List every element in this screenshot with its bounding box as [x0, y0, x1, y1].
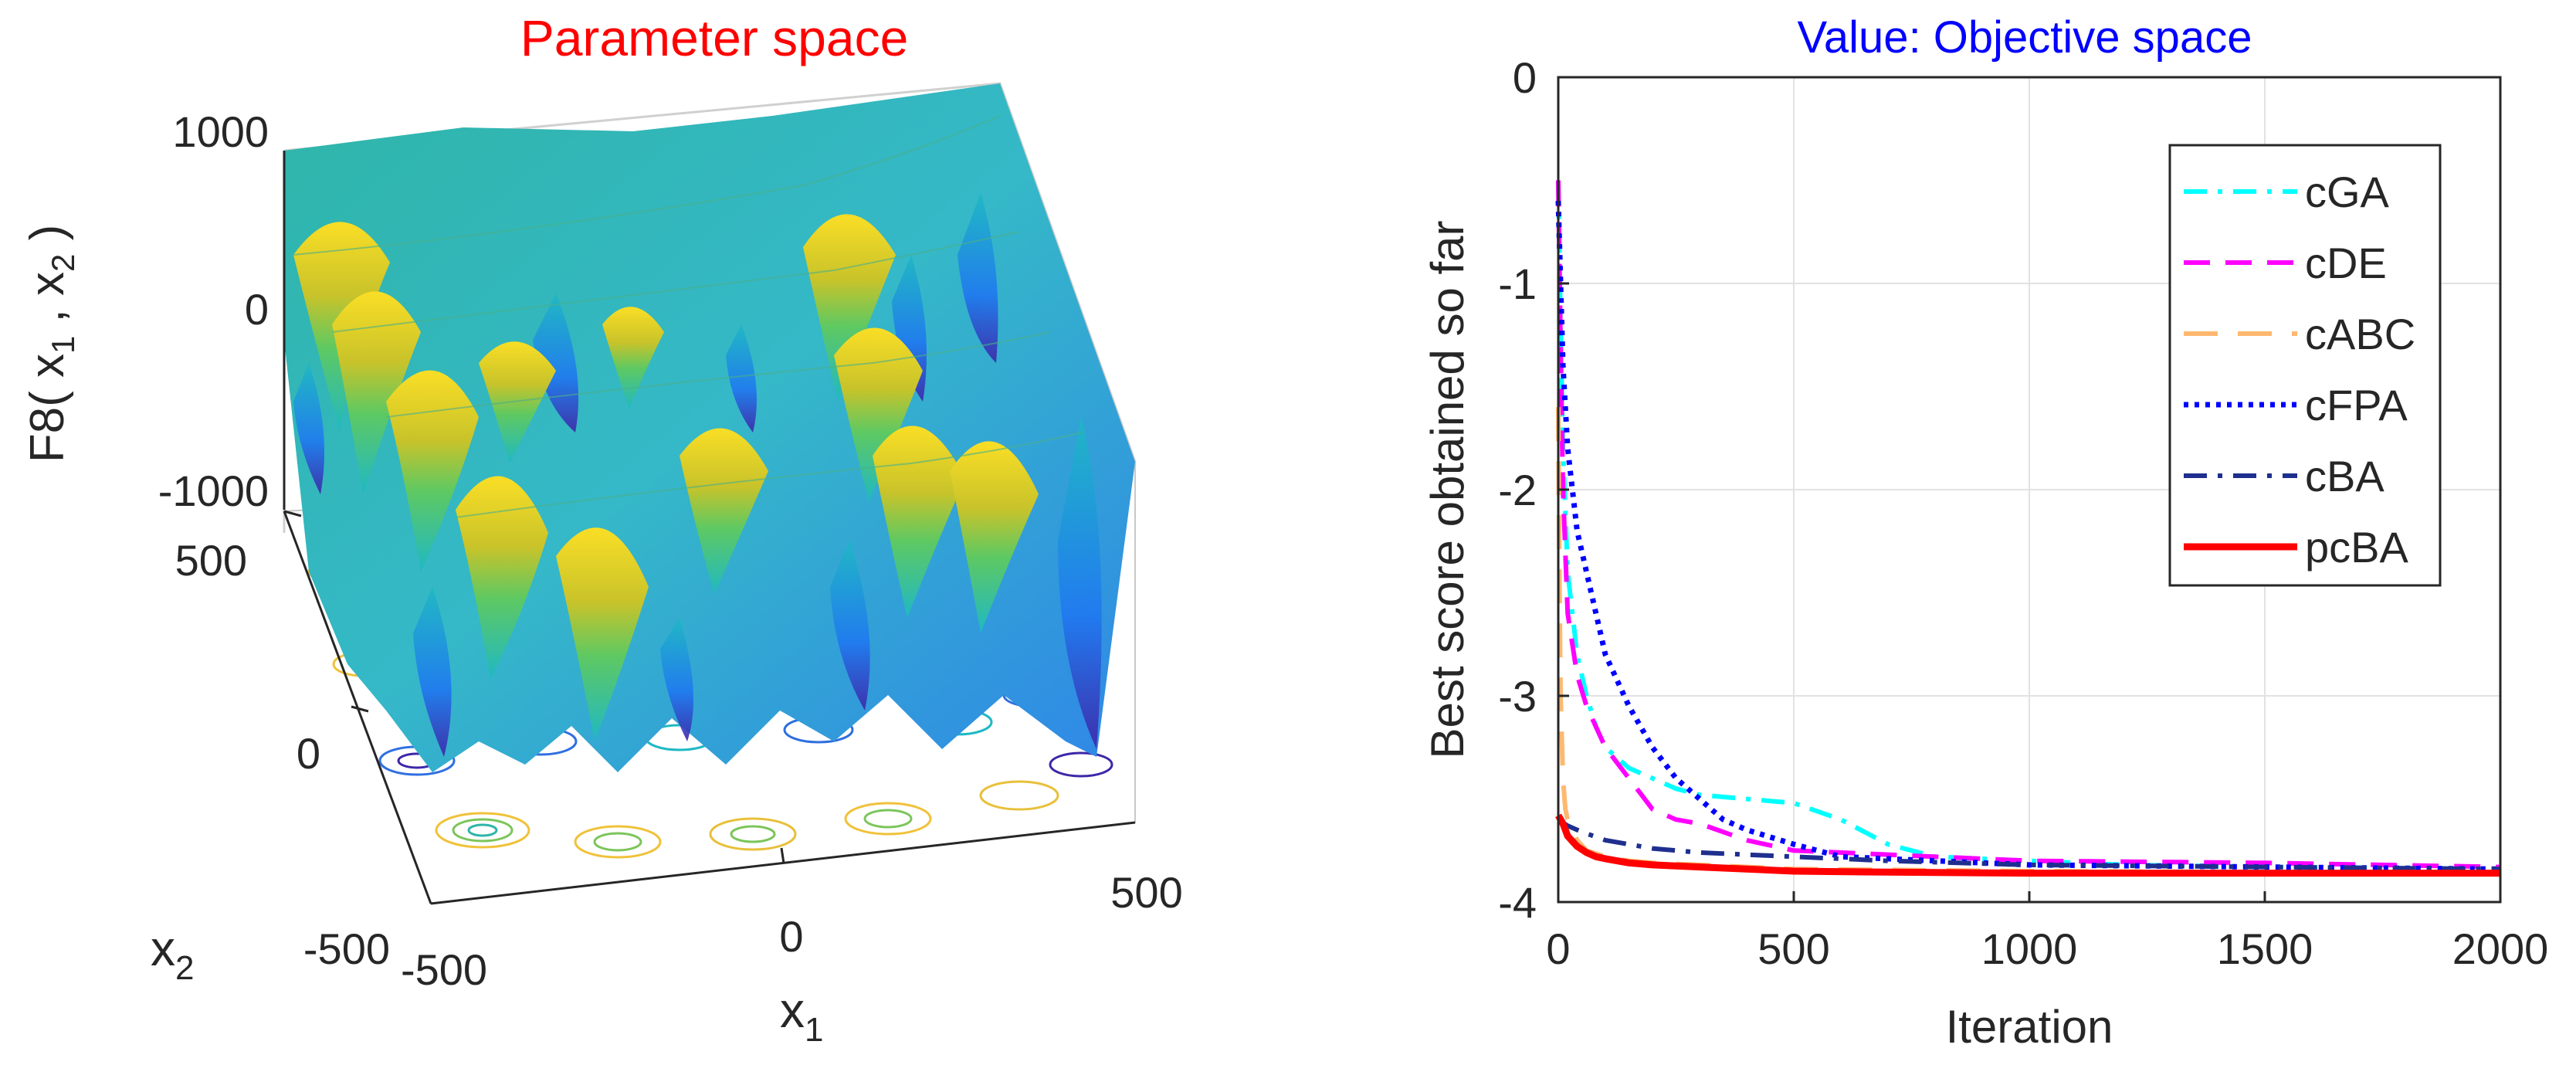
left-panel: Parameter space: [21, 9, 1183, 1049]
legend-box: [2168, 144, 2442, 587]
y-tick-label: -1: [1498, 259, 1537, 308]
legend: cGA cDE cABC cFPA cBA pcBA: [2168, 144, 2442, 587]
convergence-chart: Value: Objective space 0 500 1000 1500 2000 …: [1422, 12, 2548, 1053]
series-line-pcBA: [1555, 813, 2500, 877]
series-layer: [1555, 180, 2501, 877]
y-tick-label: 500: [175, 536, 247, 585]
legend-label-cABC: cABC: [2305, 310, 2415, 358]
series-line-cFPA: [1555, 201, 2501, 872]
z-tick-label: 0: [245, 285, 269, 334]
x-tick-label: 0: [779, 912, 803, 961]
x-axis: -500 0 500 x1: [401, 821, 1183, 1049]
y-axis-label: x2: [151, 921, 194, 987]
left-title: Parameter space: [520, 9, 909, 66]
y-ticks: 0 -1 -2 -3 -4: [1498, 53, 1569, 927]
chart-title: Value: Objective space: [1798, 12, 2252, 63]
x-ticks: 0 500 1000 1500 2000: [1546, 891, 2548, 973]
x-tick-label: 0: [1546, 924, 1570, 973]
x-tick-label: 2000: [2452, 924, 2549, 973]
y-tick-label: -500: [303, 924, 390, 973]
x-tick-label: 500: [1110, 868, 1182, 917]
x-axis-label: x1: [780, 982, 823, 1049]
legend-label-cBA: cBA: [2305, 452, 2384, 500]
legend-label-cGA: cGA: [2305, 168, 2390, 216]
x-tick-label: 1000: [1981, 924, 2078, 973]
legend-label-cFPA: cFPA: [2305, 381, 2408, 429]
surface-plot: [284, 83, 1135, 772]
series-line-cDE: [1556, 180, 2501, 870]
x-tick-label: 1500: [2217, 924, 2313, 973]
z-tick-label: 1000: [172, 107, 269, 156]
y-tick-label: -4: [1498, 878, 1537, 927]
chart-x-label: Iteration: [1946, 1001, 2113, 1053]
y-tick-label: -3: [1498, 672, 1537, 721]
x-tick-label: -500: [401, 945, 487, 994]
y-axis: 500 0 -500 x2: [151, 510, 432, 987]
z-tick-label: -1000: [158, 466, 269, 515]
y-tick-label: -2: [1498, 466, 1537, 514]
y-tick-label: 0: [1513, 53, 1537, 102]
y-tick-label: 0: [297, 729, 320, 778]
z-axis: 1000 0 -1000 F8( x1 , x2 ): [21, 107, 286, 515]
x-tick-label: 500: [1757, 924, 1829, 973]
z-axis-label: F8( x1 , x2 ): [21, 225, 81, 463]
legend-label-pcBA: pcBA: [2305, 523, 2408, 572]
chart-y-label: Best score obtained so far: [1422, 220, 1473, 758]
legend-label-cDE: cDE: [2305, 239, 2387, 287]
